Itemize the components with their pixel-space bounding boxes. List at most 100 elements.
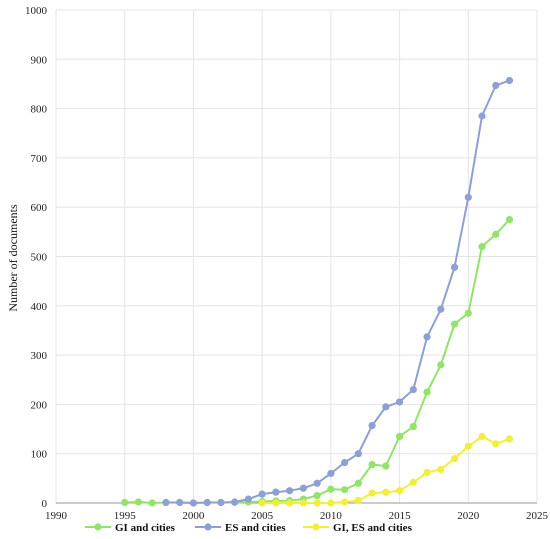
data-point: [203, 498, 211, 507]
data-point: [395, 487, 404, 495]
data-point: [121, 498, 129, 507]
data-point: [272, 488, 280, 496]
data-point: [368, 489, 376, 497]
data-point: [450, 320, 459, 328]
data-point: [478, 432, 486, 441]
data-point: [423, 468, 431, 477]
legend-item: GI and cities: [85, 522, 176, 534]
x-tick-label: 2025: [526, 510, 549, 522]
data-point: [313, 492, 321, 500]
legend-item: GI, ES and cities: [303, 522, 413, 534]
data-point: [244, 495, 252, 503]
data-point: [134, 498, 143, 506]
y-tick-label: 700: [31, 153, 48, 165]
data-point: [272, 499, 280, 507]
data-point: [382, 488, 390, 496]
series-3: [258, 432, 514, 507]
data-point: [423, 388, 431, 396]
x-tick-labels: 1990 1995 2000 2005 2010 2015 2020 2025: [45, 510, 549, 522]
data-point: [423, 333, 431, 341]
data-point: [492, 440, 500, 448]
data-point: [450, 455, 459, 463]
y-axis-label: Number of documents: [6, 204, 20, 312]
data-point: [327, 485, 335, 493]
data-point: [327, 469, 335, 478]
x-tick-label: 2000: [182, 510, 205, 522]
data-point: [437, 465, 445, 474]
data-point: [189, 499, 198, 507]
y-tick-labels: 0 100 200 300 400 500 600 700 800 900 1000: [25, 5, 48, 510]
y-tick-label: 500: [31, 252, 48, 264]
x-tick-label: 2015: [389, 510, 412, 522]
data-point: [217, 498, 225, 507]
data-point: [464, 309, 472, 317]
data-point: [492, 81, 500, 90]
y-tick-label: 800: [31, 104, 48, 116]
data-point: [437, 305, 445, 313]
data-point: [341, 458, 349, 467]
x-tick-label: 2005: [251, 510, 274, 522]
legend-marker: [312, 523, 320, 531]
data-point: [409, 386, 417, 394]
x-tick-label: 2020: [457, 510, 480, 522]
legend-label: GI, ES and cities: [333, 522, 413, 534]
y-tick-label: 400: [31, 301, 48, 313]
grid-lines: [55, 9, 538, 503]
legend-label: GI and cities: [115, 522, 176, 534]
data-point: [478, 243, 486, 251]
data-point: [354, 479, 362, 487]
data-point: [409, 422, 417, 431]
legend-label: ES and cities: [225, 522, 286, 534]
data-point: [313, 479, 321, 487]
series-line: [165, 79, 510, 504]
data-point: [395, 398, 404, 406]
data-point: [258, 490, 266, 498]
y-tick-label: 1000: [25, 5, 48, 17]
data-point: [409, 478, 417, 486]
x-tick-label: 1995: [114, 510, 137, 522]
data-point: [327, 499, 335, 507]
data-point: [395, 432, 404, 441]
data-point: [505, 76, 514, 85]
data-point: [354, 496, 362, 505]
y-tick-label: 200: [31, 399, 48, 411]
legend: GI and cities ES and cities GI, ES and cit…: [85, 522, 413, 534]
data-point: [286, 499, 294, 507]
legend-item: ES and cities: [195, 522, 286, 534]
data-point: [313, 499, 321, 507]
data-point: [354, 450, 362, 458]
data-point: [450, 263, 459, 271]
data-point: [492, 230, 500, 238]
data-point: [505, 435, 514, 443]
data-point: [368, 421, 376, 430]
x-tick-label: 1990: [45, 510, 68, 522]
data-point: [464, 442, 472, 450]
data-point: [148, 499, 156, 507]
data-point: [505, 215, 514, 224]
data-point: [299, 484, 307, 492]
x-tick-label: 2010: [320, 510, 343, 522]
data-point: [382, 462, 390, 470]
data-point: [341, 498, 349, 506]
data-point: [299, 499, 307, 507]
data-point: [382, 403, 390, 411]
data-point: [162, 498, 170, 507]
y-tick-label: 900: [31, 54, 48, 66]
legend-marker: [204, 523, 212, 531]
legend-marker: [94, 523, 102, 531]
data-point: [258, 499, 266, 507]
y-tick-label: 0: [42, 498, 48, 510]
data-point: [478, 112, 486, 120]
y-tick-label: 100: [31, 449, 48, 461]
data-point: [368, 460, 376, 469]
data-point: [464, 193, 472, 201]
data-point: [176, 498, 184, 507]
data-point: [341, 486, 349, 494]
y-tick-label: 600: [31, 202, 48, 214]
series-1: [121, 215, 514, 507]
series-layer: [121, 76, 514, 507]
data-point: [286, 487, 294, 495]
y-tick-label: 300: [31, 350, 48, 362]
data-point: [231, 498, 239, 506]
